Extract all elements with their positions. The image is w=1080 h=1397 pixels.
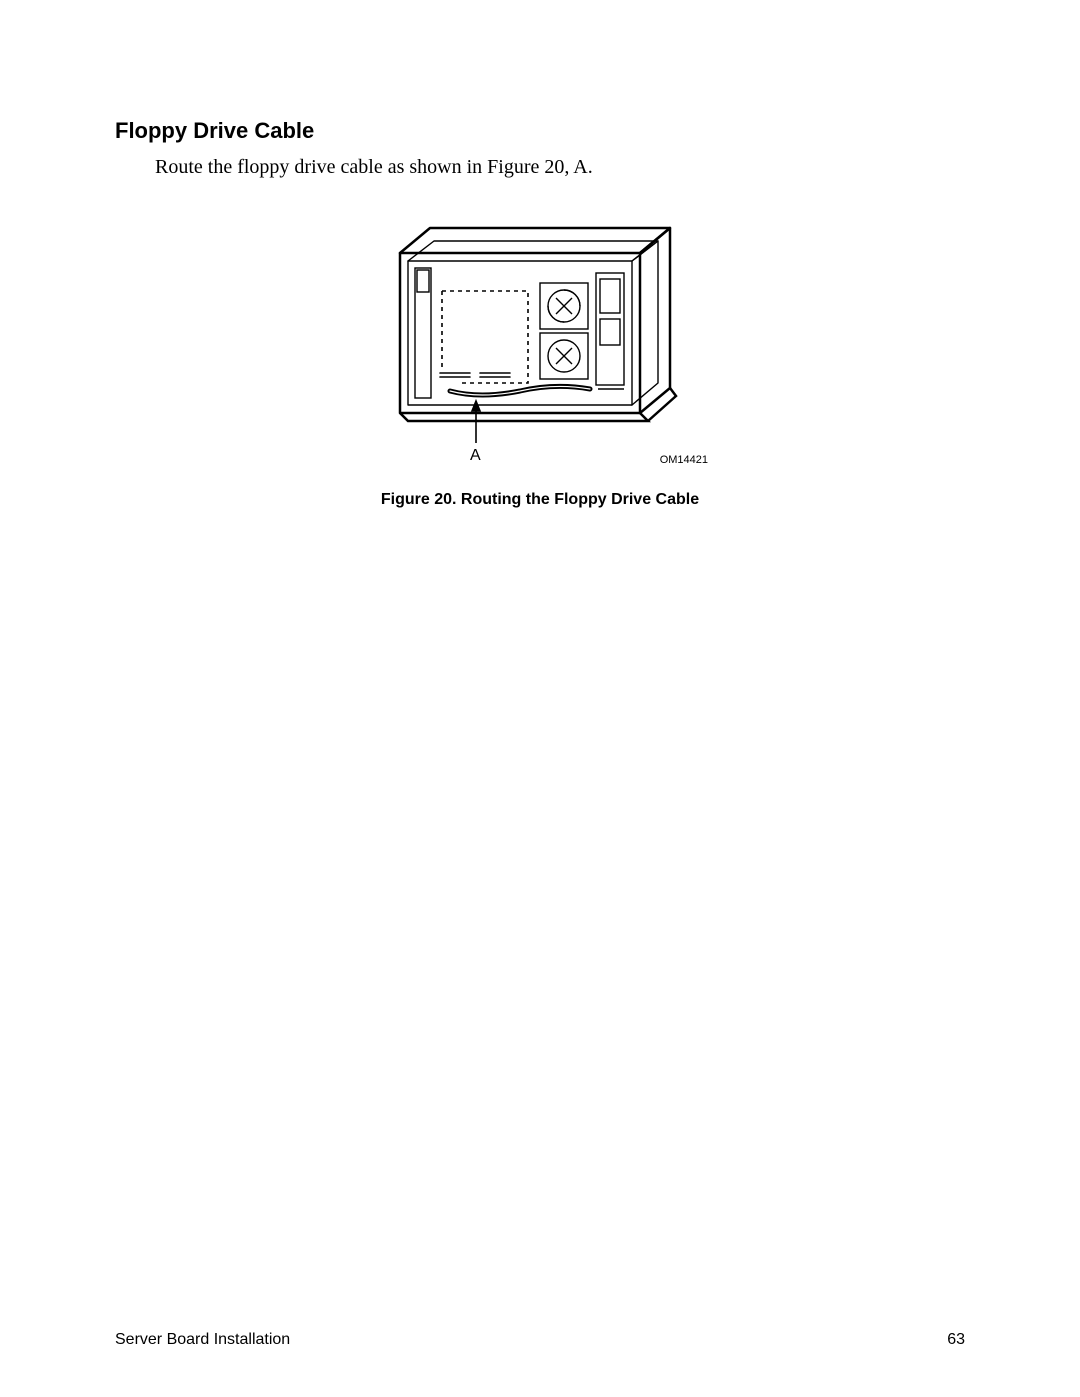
footer-page-number: 63	[947, 1331, 965, 1349]
figure: A OM14421 Figure 20. Routing the Floppy …	[115, 203, 965, 509]
figure-caption: Figure 20. Routing the Floppy Drive Cabl…	[381, 491, 699, 509]
page: Floppy Drive Cable Route the floppy driv…	[0, 0, 1080, 1397]
chassis-svg	[380, 213, 700, 473]
body-text: Route the floppy drive cable as shown in…	[155, 156, 965, 179]
callout-label-a: A	[470, 447, 481, 465]
footer-left: Server Board Installation	[115, 1331, 290, 1349]
section-heading: Floppy Drive Cable	[115, 118, 965, 144]
chassis-diagram: A OM14421	[380, 213, 700, 473]
figure-om-code: OM14421	[660, 454, 708, 466]
page-footer: Server Board Installation 63	[115, 1331, 965, 1349]
